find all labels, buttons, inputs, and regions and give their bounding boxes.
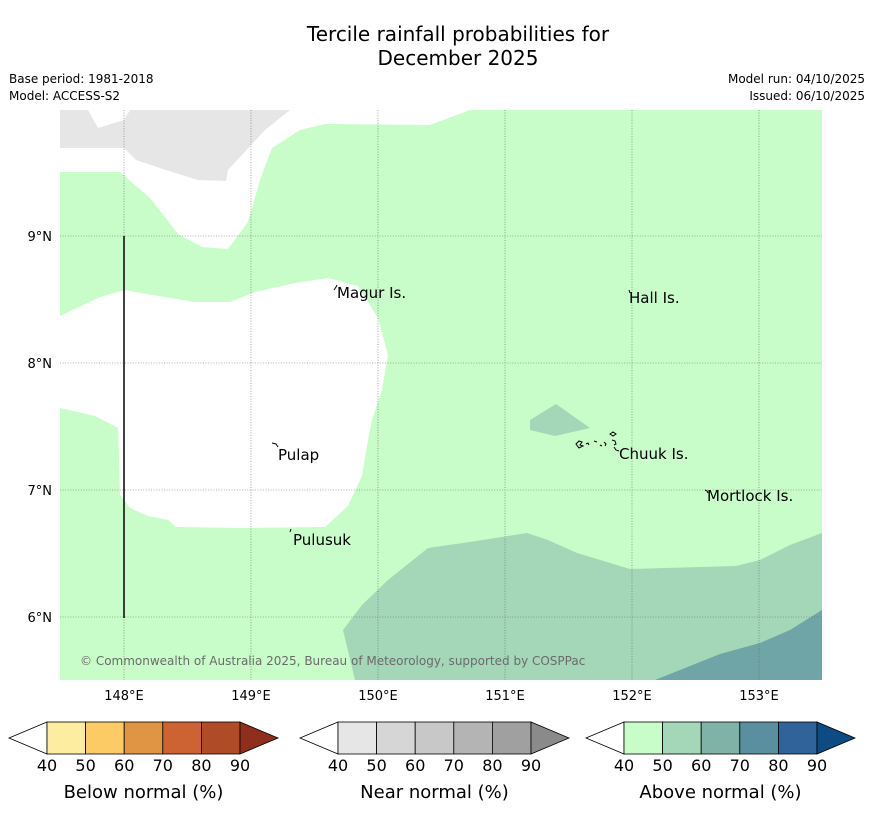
lat-label-6n: 6°N [28, 611, 53, 626]
place-label-mortlock: Mortlock Is. [707, 487, 793, 505]
legend-near-over-arrow [530, 721, 571, 755]
above-normal-50-60-patch [530, 404, 590, 436]
lon-label-150e: 150°E [358, 689, 398, 704]
map-title: Tercile rainfall probabilities for Decem… [0, 22, 873, 70]
legend-near-tick: 80 [482, 756, 502, 775]
latitude-labels: 9°N 8°N 7°N 6°N [28, 230, 53, 626]
legend-near-swatch [337, 721, 377, 755]
legend-near-swatch [491, 721, 532, 755]
legend-below-tick: 80 [191, 756, 211, 775]
above-normal-60-70-region [655, 610, 822, 680]
legend-near-under-arrow [298, 721, 339, 755]
copyright-notice: © Commonwealth of Australia 2025, Bureau… [80, 654, 585, 668]
legend-above-swatch [662, 721, 702, 755]
lon-label-152e: 152°E [612, 689, 652, 704]
legend-above-swatch [739, 721, 779, 755]
title-line-1: Tercile rainfall probabilities for [306, 22, 610, 46]
island-outlines [271, 284, 709, 533]
lon-label-149e: 149°E [231, 689, 271, 704]
legend-below-tick: 50 [75, 756, 95, 775]
legend-above-tick: 60 [691, 756, 711, 775]
above-normal-50-60-region [343, 533, 822, 680]
legend-near: 40 50 60 70 80 90 Near normal (%) [298, 721, 571, 803]
hall-island-outline [628, 289, 631, 294]
place-label-pulap: Pulap [278, 446, 319, 464]
place-label-chuuk: Chuuk Is. [619, 445, 688, 463]
base-period: Base period: 1981-2018 [9, 72, 154, 86]
lon-label-148e: 148°E [104, 689, 144, 704]
place-label-hall: Hall Is. [629, 289, 680, 307]
meta-left: Base period: 1981-2018 Model: ACCESS-S2 [9, 71, 154, 105]
legend-above-under-arrow [584, 721, 625, 755]
legend-below-swatch [162, 721, 202, 755]
legend-above-tick: 70 [730, 756, 750, 775]
legend-near-tick: 90 [521, 756, 541, 775]
gridlines [60, 110, 822, 680]
legend-below-swatch [200, 721, 241, 755]
lat-label-7n: 7°N [28, 484, 53, 499]
legend-above-swatch [778, 721, 818, 755]
legend-above-tick: 80 [768, 756, 788, 775]
legend-above-swatch [700, 721, 741, 755]
legend-near-tick: 60 [405, 756, 425, 775]
legends: 40 50 60 70 80 90 Below normal (%) 40 50 60 70 80 90… [7, 721, 857, 803]
legend-near-title: Near normal (%) [360, 782, 509, 803]
legend-above-tick: 50 [652, 756, 672, 775]
legend-above-swatch [623, 721, 663, 755]
title-line-2: December 2025 [377, 46, 539, 70]
near-normal-40-50-region [60, 110, 290, 181]
legend-near-swatch [453, 721, 493, 755]
legend-below-swatch [123, 721, 164, 755]
legend-below-title: Below normal (%) [64, 782, 224, 803]
legend-below-swatch [85, 721, 125, 755]
model-run: Model run: 04/10/2025 [727, 72, 865, 86]
legend-below-tick: 40 [37, 756, 57, 775]
place-label-magur: Magur Is. [337, 284, 406, 302]
legend-above-over-arrow [816, 721, 857, 755]
legend-above-title: Above normal (%) [639, 782, 801, 803]
map: Magur Is. Hall Is. Pulap Chuuk Is. Mortl… [28, 110, 822, 704]
above-normal-40-50-region [60, 110, 822, 680]
lon-label-151e: 151°E [485, 689, 525, 704]
legend-below-tick: 90 [230, 756, 250, 775]
meta-right: Model run: 04/10/2025 Issued: 06/10/2025 [728, 71, 865, 105]
lon-label-153e: 153°E [739, 689, 779, 704]
legend-above-tick: 90 [807, 756, 827, 775]
place-labels: Magur Is. Hall Is. Pulap Chuuk Is. Mortl… [278, 284, 793, 549]
magur-island-outline [333, 284, 338, 291]
legend-above-tick: 40 [614, 756, 634, 775]
chuuk-lagoon-outline [575, 431, 620, 452]
legend-below-swatch [46, 721, 86, 755]
legend-below-tick: 70 [153, 756, 173, 775]
model-name: Model: ACCESS-S2 [9, 89, 121, 103]
lat-label-9n: 9°N [28, 230, 53, 245]
legend-below: 40 50 60 70 80 90 Below normal (%) [7, 721, 280, 803]
pulusuk-island-outline [289, 528, 292, 533]
legend-near-swatch [376, 721, 416, 755]
place-label-pulusuk: Pulusuk [293, 531, 351, 549]
mortlock-island-outline [704, 489, 709, 494]
legend-below-over-arrow [239, 721, 280, 755]
longitude-labels: 148°E 149°E 150°E 151°E 152°E 153°E [104, 689, 779, 704]
map-area: Magur Is. Hall Is. Pulap Chuuk Is. Mortl… [60, 110, 822, 680]
legend-below-under-arrow [7, 721, 48, 755]
lat-label-8n: 8°N [28, 357, 53, 372]
legend-below-tick: 60 [114, 756, 134, 775]
legend-near-tick: 70 [444, 756, 464, 775]
pulap-island-outline [271, 442, 279, 448]
legend-above: 40 50 60 70 80 90 Above normal (%) [584, 721, 857, 803]
legend-near-swatch [414, 721, 455, 755]
legend-near-tick: 40 [328, 756, 348, 775]
legend-near-tick: 50 [366, 756, 386, 775]
issued-date: Issued: 06/10/2025 [749, 89, 865, 103]
